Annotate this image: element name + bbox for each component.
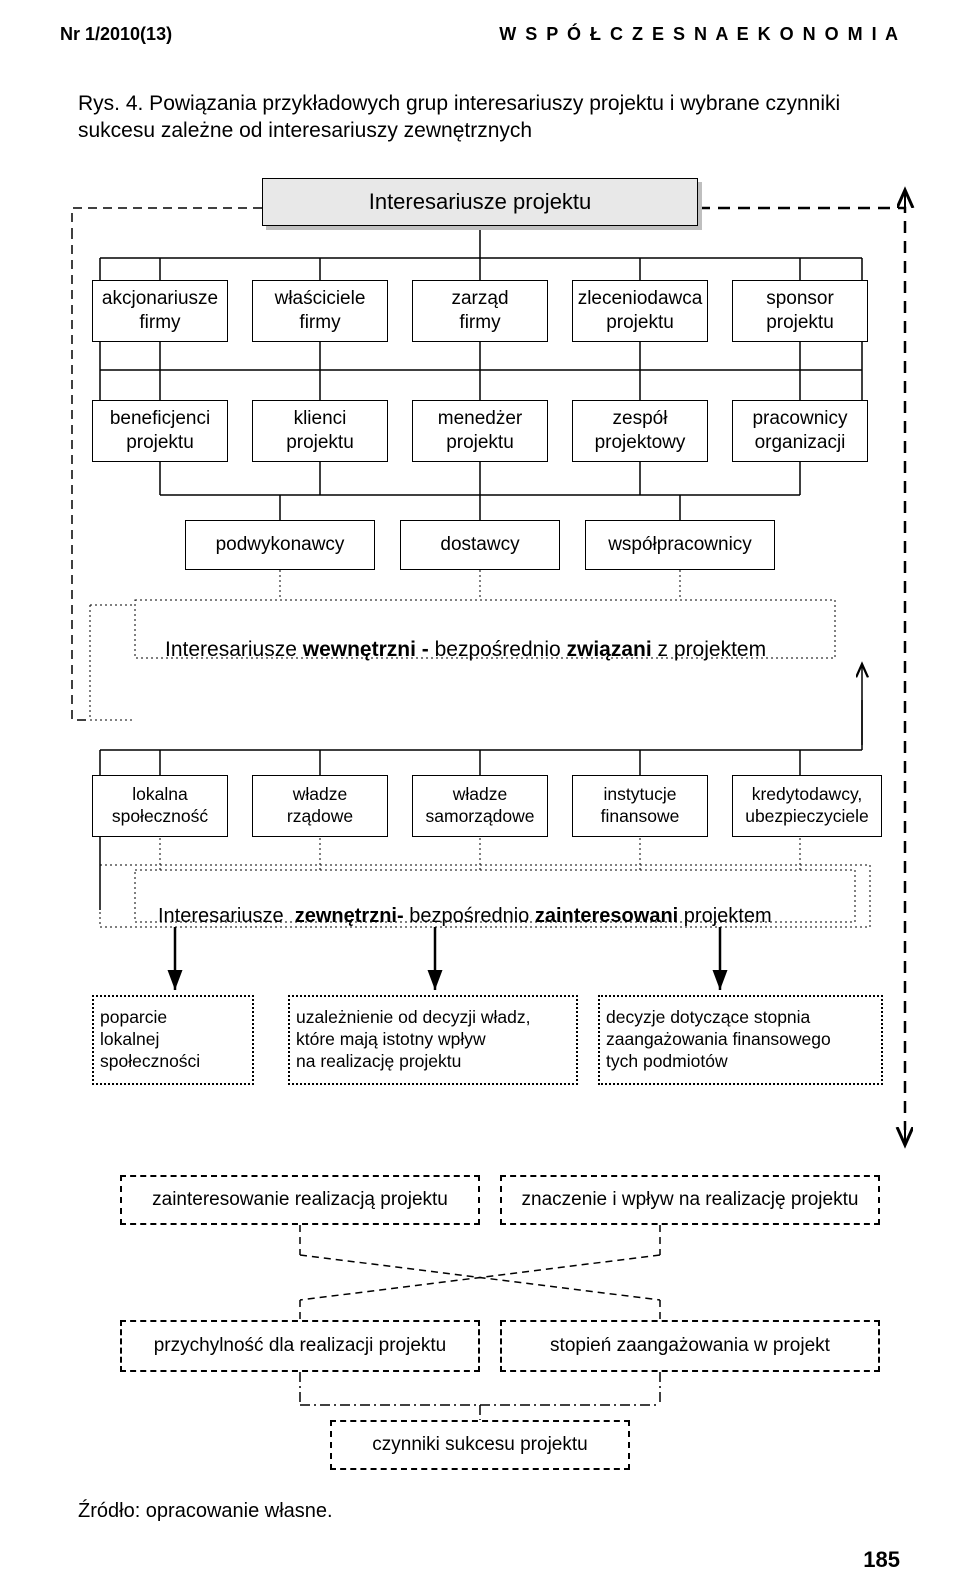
box-podwykonawcy: podwykonawcy bbox=[185, 520, 375, 570]
external-stakeholders-label: Interesariusze zewnętrzni- bezpośrednio … bbox=[158, 882, 772, 928]
box-wladze-rzadowe: władze rządowe bbox=[252, 775, 388, 837]
box-instytucje-finansowe: instytucje finansowe bbox=[572, 775, 708, 837]
box-zarzad: zarząd firmy bbox=[412, 280, 548, 342]
box-stopien: stopień zaangażowania w projekt bbox=[500, 1320, 880, 1372]
box-zleceniodawca: zleceniodawca projektu bbox=[572, 280, 708, 342]
box-lokalna-spolecznosc: lokalna społeczność bbox=[92, 775, 228, 837]
box-przychylnosc: przychylność dla realizacji projektu bbox=[120, 1320, 480, 1372]
source-label: Źródło: opracowanie własne. bbox=[78, 1500, 333, 1523]
diagram-title: Interesariusze projektu bbox=[262, 178, 698, 226]
box-uzaleznienie: uzależnienie od decyzji władz, które maj… bbox=[288, 995, 578, 1085]
box-beneficjenci: beneficjenci projektu bbox=[92, 400, 228, 462]
page-number: 185 bbox=[863, 1547, 900, 1573]
box-znaczenie: znaczenie i wpływ na realizację projektu bbox=[500, 1175, 880, 1225]
box-kredytodawcy: kredytodawcy, ubezpieczyciele bbox=[732, 775, 882, 837]
box-wladze-samorzadowe: władze samorządowe bbox=[412, 775, 548, 837]
box-zespol: zespół projektowy bbox=[572, 400, 708, 462]
box-poparcie: poparcie lokalnej społeczności bbox=[92, 995, 254, 1085]
box-klienci: klienci projektu bbox=[252, 400, 388, 462]
box-zainteresowanie: zainteresowanie realizacją projektu bbox=[120, 1175, 480, 1225]
box-pracownicy: pracownicy organizacji bbox=[732, 400, 868, 462]
box-wspolpracownicy: współpracownicy bbox=[585, 520, 775, 570]
box-wlasciciele: właściciele firmy bbox=[252, 280, 388, 342]
box-akcjonariusze: akcjonariusze firmy bbox=[92, 280, 228, 342]
page-container: Nr 1/2010(13) W S P Ó Ł C Z E S N A E K … bbox=[0, 0, 960, 1591]
box-dostawcy: dostawcy bbox=[400, 520, 560, 570]
box-decyzje: decyzje dotyczące stopnia zaangażowania … bbox=[598, 995, 883, 1085]
box-menedzer: menedżer projektu bbox=[412, 400, 548, 462]
internal-stakeholders-label: Interesariusze wewnętrzni - bezpośrednio… bbox=[165, 614, 766, 662]
box-sponsor: sponsor projektu bbox=[732, 280, 868, 342]
box-czynniki-sukcesu: czynniki sukcesu projektu bbox=[330, 1420, 630, 1470]
